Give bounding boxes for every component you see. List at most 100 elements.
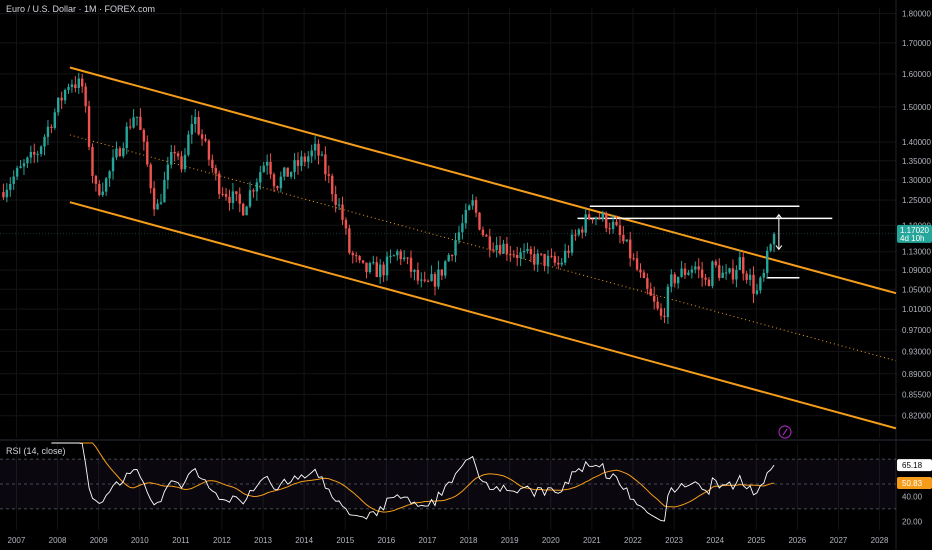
candle-body	[416, 269, 420, 281]
projection-marker[interactable]	[775, 213, 783, 251]
rsi-ma-badge	[897, 476, 932, 489]
rsi-value-label: 65.18	[902, 461, 923, 470]
candle-body	[50, 126, 53, 129]
candle-body	[687, 272, 690, 275]
candle-body	[67, 87, 70, 91]
candle-body	[492, 249, 495, 251]
candle-body	[70, 84, 74, 88]
candle-body	[378, 264, 382, 278]
candle-body	[450, 255, 454, 257]
time-tick-label: 2023	[665, 536, 683, 545]
rsi-tick-label: 40.00	[902, 492, 923, 501]
candle-body	[255, 182, 259, 192]
price-tick-label: 1.25000	[902, 196, 931, 205]
candle-body	[279, 176, 283, 189]
candle-body	[663, 315, 666, 318]
candle-body	[77, 78, 80, 88]
time-tick-label: 2024	[706, 536, 724, 545]
candle-body	[766, 250, 769, 273]
candle-body	[594, 217, 598, 220]
candle-body	[707, 279, 711, 287]
candle-body	[351, 252, 354, 256]
candle-body	[632, 258, 635, 260]
candle-body	[180, 156, 183, 170]
price-tick-label: 1.70000	[902, 39, 931, 48]
candle-body	[512, 254, 515, 256]
price-channel[interactable]	[69, 66, 897, 430]
alert-icon	[778, 425, 792, 439]
candle-body	[26, 157, 29, 164]
candle-body	[276, 186, 279, 189]
candle-body	[468, 205, 471, 210]
candle-body	[149, 164, 152, 189]
candle-body	[748, 274, 752, 280]
price-tick-label: 1.40000	[902, 138, 931, 147]
candle-body	[570, 234, 574, 253]
candle-body	[509, 253, 512, 255]
price-tick-label: 1.30000	[902, 176, 931, 185]
candle-body	[122, 148, 125, 157]
candle-body	[361, 260, 365, 263]
candle-body	[772, 233, 776, 245]
candle-body	[15, 168, 19, 177]
candle-body	[204, 138, 207, 141]
time-tick-label: 2014	[295, 536, 313, 545]
candle-body	[454, 240, 457, 256]
candle-body	[63, 90, 67, 101]
candle-body	[74, 84, 77, 88]
candle-body	[526, 248, 529, 251]
candle-body	[567, 250, 570, 253]
candle-body	[91, 147, 94, 176]
countdown-label: 4d 10h	[900, 234, 924, 243]
candle-body	[355, 255, 358, 257]
candle-body	[331, 175, 334, 195]
candle-body	[337, 204, 341, 206]
candle-body	[111, 157, 115, 172]
candle-body	[341, 204, 344, 220]
candle-body	[399, 251, 402, 260]
rsi-line	[51, 442, 775, 522]
price-tick-label: 0.89000	[902, 370, 931, 379]
time-tick-label: 2026	[788, 536, 806, 545]
price-tick-label: 1.60000	[902, 70, 931, 79]
candle-body	[656, 301, 659, 309]
candle-body	[166, 164, 170, 180]
candle-body	[248, 190, 252, 207]
candle-body	[300, 156, 303, 166]
candle-body	[375, 262, 378, 278]
candle-body	[187, 134, 190, 155]
candle-body	[176, 153, 180, 157]
candle-body	[735, 270, 738, 280]
candle-body	[344, 219, 348, 229]
candle-body	[81, 78, 84, 87]
candle-body	[283, 167, 286, 177]
candle-body	[9, 183, 12, 190]
candle-body	[522, 250, 526, 253]
candle-body	[495, 245, 498, 251]
candle-body	[423, 279, 426, 281]
candle-body	[190, 124, 194, 135]
price-tick-label: 0.93000	[902, 347, 931, 356]
candle-body	[19, 166, 22, 169]
candle-body	[581, 229, 584, 233]
candles	[2, 72, 776, 324]
time-tick-label: 2019	[501, 536, 519, 545]
time-axis[interactable]: 2007 2008 2009 2010 2011 2012 2013 2014 2015 2016…	[8, 536, 889, 545]
time-tick-label: 2013	[254, 536, 272, 545]
candle-body	[324, 154, 327, 175]
candle-body	[718, 265, 721, 278]
candle-body	[60, 97, 63, 101]
candle-body	[557, 262, 560, 265]
horizontal-levels[interactable]	[0, 205, 896, 279]
candle-body	[700, 269, 704, 278]
candle-body	[43, 136, 46, 147]
rsi-pane: 40.00 20.00	[0, 442, 923, 526]
candle-body	[444, 261, 447, 276]
rsi-tick-label: 20.00	[902, 517, 923, 526]
time-tick-label: 2009	[90, 536, 108, 545]
candle-body	[642, 272, 646, 279]
candle-body	[704, 277, 707, 280]
candle-body	[502, 243, 505, 254]
